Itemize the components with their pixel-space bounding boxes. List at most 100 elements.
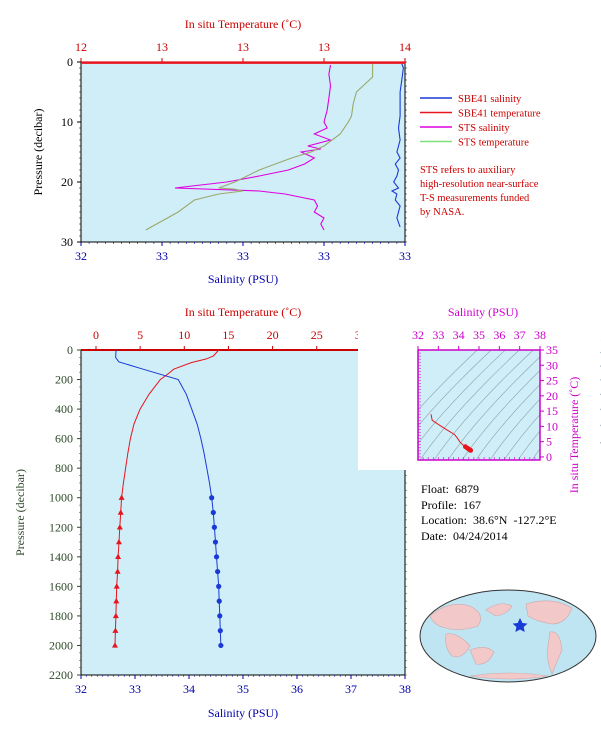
sts-note-line: by NASA. <box>420 207 465 218</box>
salinity-marker <box>210 509 216 516</box>
x-tick-label: 36 <box>493 328 505 342</box>
legend-label: STS temperature <box>458 138 529 149</box>
salinity-marker <box>215 568 221 575</box>
temperature-marker <box>115 538 122 545</box>
world-map-land <box>525 600 573 625</box>
legend-label: STS salinity <box>458 123 510 134</box>
temperature-marker <box>111 642 118 648</box>
salinity-marker <box>217 628 223 634</box>
y-tick-label: 25 <box>546 374 558 388</box>
sts-note-line: STS refers to auxiliary <box>420 165 516 176</box>
mask <box>540 310 600 470</box>
y-tick-label: 30 <box>61 235 73 249</box>
series-line-sbe41-salinity <box>390 63 404 228</box>
y-tick-label: 30 <box>546 358 558 372</box>
float-label: Float: <box>421 482 450 496</box>
profile-value: 167 <box>463 497 481 512</box>
temperature-marker <box>115 553 122 560</box>
x-tick-label: 32 <box>412 328 424 342</box>
y-tick-label: 5 <box>546 435 552 449</box>
top-tick-label: 14 <box>399 40 411 54</box>
location-value: 38.6°N -127.2°E <box>472 513 557 527</box>
temperature-marker <box>113 583 120 589</box>
world-map-land <box>445 633 471 658</box>
y-tick-label: 20 <box>61 175 73 189</box>
world-map-land <box>485 603 513 617</box>
date-row: Date: 04/24/2014 <box>421 529 557 545</box>
x-tick-label: 33 <box>156 249 168 263</box>
top-axis-title: In situ Temperature (˚C) <box>185 17 302 31</box>
salinity-marker <box>216 583 222 589</box>
x-tick-label: 33 <box>129 682 141 696</box>
date-value: 04/24/2014 <box>453 528 508 543</box>
y-tick-label: 800 <box>55 461 73 475</box>
sts-note-line: T-S measurements funded <box>420 193 530 204</box>
world-map <box>419 589 597 683</box>
y-axis-title: In situ Temperature (˚C) <box>567 377 581 494</box>
series-line-sts-salinity <box>174 64 333 231</box>
x-tick-label: 37 <box>514 328 526 342</box>
x-tick-label: 38 <box>534 328 546 342</box>
y-tick-label: 1800 <box>49 609 73 623</box>
y-tick-label: 1400 <box>49 550 73 564</box>
ts-profile-marker <box>468 447 474 453</box>
x-tick-label: 34 <box>183 682 195 696</box>
y-axis-title: Pressure (decibar) <box>13 469 27 556</box>
x-tick-label: 33 <box>432 328 444 342</box>
density-contour <box>419 339 531 461</box>
mask <box>418 460 548 480</box>
top-tick-label: 13 <box>156 40 168 54</box>
salinity-marker <box>218 642 224 649</box>
float-value: 6879 <box>455 482 480 496</box>
y-tick-label: 400 <box>55 402 73 416</box>
y-tick-label: 200 <box>55 373 73 387</box>
y-tick-label: 1200 <box>49 520 73 534</box>
y-tick-label: 2000 <box>49 638 73 652</box>
temperature-marker <box>117 509 124 515</box>
y-tick-label: 1600 <box>49 579 73 593</box>
x-axis-title: Salinity (PSU) <box>208 272 278 286</box>
mask <box>418 310 548 350</box>
temperature-marker <box>114 568 121 574</box>
y-tick-label: 10 <box>546 419 558 433</box>
x-tick-label: 37 <box>345 682 357 696</box>
y-tick-label: 15 <box>546 404 558 418</box>
world-map-land <box>469 647 495 665</box>
series-line-sts-temperature <box>145 63 374 231</box>
x-axis-title: Salinity (PSU) <box>208 706 278 720</box>
series-line-sbe41-salinity <box>115 349 222 646</box>
plot-area <box>81 350 405 675</box>
x-tick-label: 34 <box>453 328 465 342</box>
top-tick-label: 13 <box>237 40 249 54</box>
y-tick-label: 20 <box>546 389 558 403</box>
salinity-marker <box>209 495 215 501</box>
plot-area <box>418 350 540 460</box>
y-tick-label: 0 <box>546 450 552 464</box>
top-tick-label: 12 <box>75 40 87 54</box>
x-tick-label: 35 <box>237 682 249 696</box>
y-tick-label: 0 <box>67 55 73 69</box>
salinity-marker <box>216 598 222 604</box>
sts-note-line: high-resolution near-surface <box>420 179 539 190</box>
top-tick-label: 15 <box>222 328 234 342</box>
x-axis-title: Salinity (PSU) <box>448 305 518 319</box>
float-info: Float: 6879 Profile: 167 Location: 38.6°… <box>421 482 557 544</box>
temperature-marker <box>112 627 119 633</box>
x-tick-label: 36 <box>291 682 303 696</box>
salinity-marker <box>211 524 217 530</box>
salinity-marker <box>217 613 223 619</box>
y-tick-label: 2200 <box>49 668 73 682</box>
profile-row: Profile: 167 <box>421 498 557 514</box>
temperature-marker <box>112 612 119 619</box>
x-tick-label: 33 <box>399 249 411 263</box>
y-tick-label: 1000 <box>49 491 73 505</box>
y-tick-label: 600 <box>55 432 73 446</box>
y-tick-label: 0 <box>67 343 73 357</box>
world-map-land <box>429 604 481 630</box>
salinity-marker <box>212 539 219 545</box>
mask <box>358 310 418 470</box>
top-tick-label: 10 <box>178 328 190 342</box>
legend-label: SBE41 salinity <box>458 94 522 105</box>
x-tick-label: 33 <box>237 249 249 263</box>
